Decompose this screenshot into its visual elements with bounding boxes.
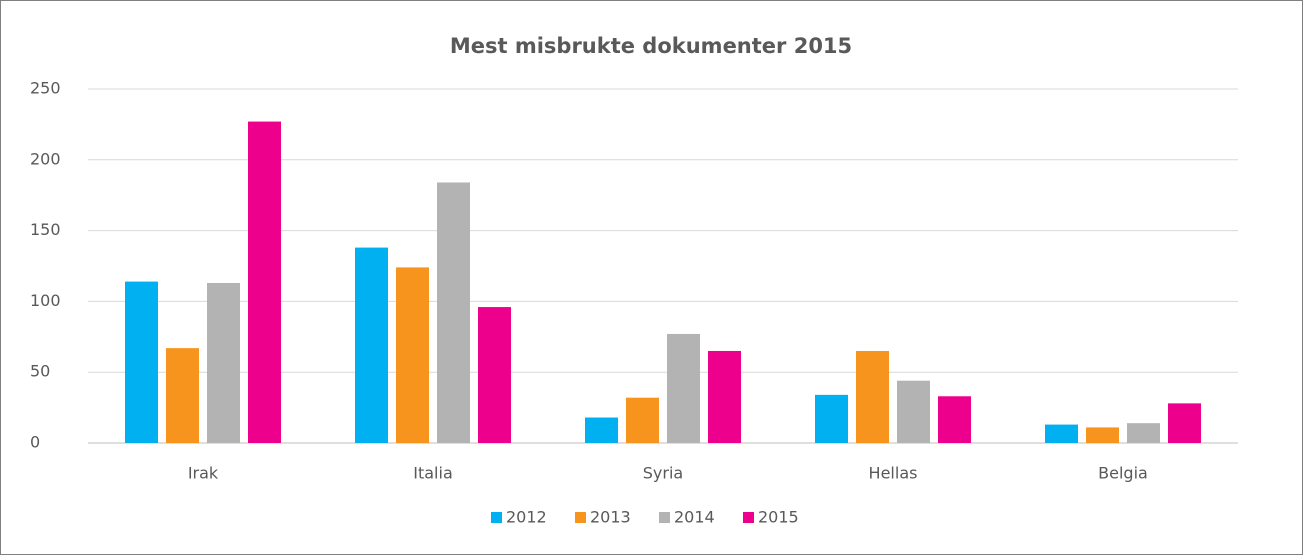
bar [626,397,659,443]
bar [166,348,199,443]
y-tick-label: 250 [30,79,61,98]
legend-label: 2012 [506,508,547,527]
legend-label: 2015 [758,508,799,527]
x-tick-label: Italia [413,464,453,483]
y-tick-label: 150 [30,220,61,239]
bar [207,282,240,443]
x-tick-label: Hellas [869,464,918,483]
legend-swatch [491,512,502,523]
bar [1127,423,1160,443]
legend-swatch [743,512,754,523]
bar [1168,403,1201,443]
bar [1086,427,1119,443]
bar [1045,424,1078,443]
bar [708,350,741,443]
bar [478,307,511,443]
bar [667,333,700,443]
bar [248,121,281,444]
bar [396,267,429,443]
y-tick-label: 100 [30,291,61,310]
bar [125,281,158,443]
legend-swatch [659,512,670,523]
bar [897,380,930,443]
y-tick-label: 0 [30,433,40,452]
bar [355,247,388,443]
bar [437,182,470,443]
bar [585,417,618,443]
bar [938,396,971,443]
legend-label: 2013 [590,508,631,527]
x-tick-label: Irak [188,464,219,483]
y-tick-label: 50 [30,362,50,381]
x-tick-label: Syria [643,464,683,483]
bar [856,350,889,443]
y-tick-label: 200 [30,149,61,168]
legend-label: 2014 [674,508,715,527]
x-tick-label: Belgia [1098,464,1148,483]
chart-title: Mest misbrukte dokumenter 2015 [450,34,852,58]
bar [815,394,848,443]
legend-swatch [575,512,586,523]
